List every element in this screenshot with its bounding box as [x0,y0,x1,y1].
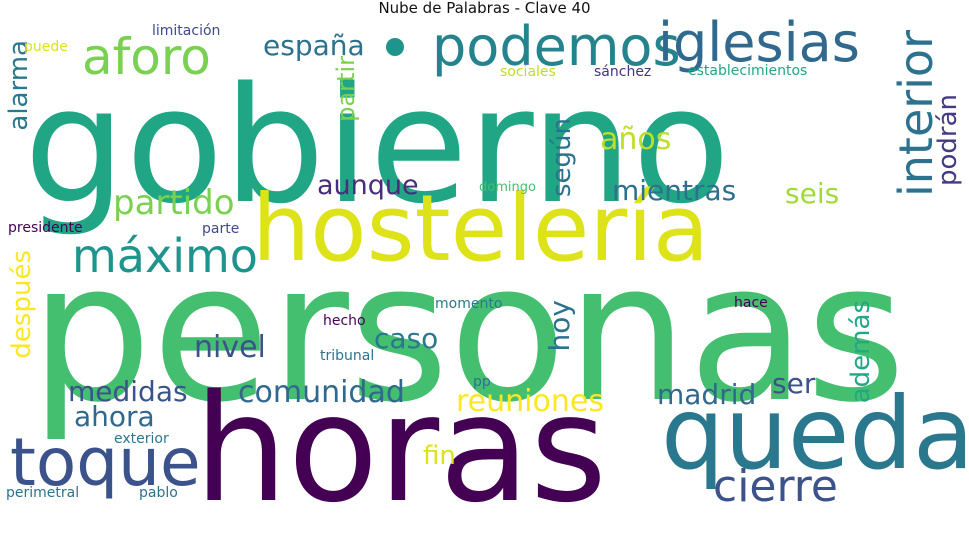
word-ademas: además [846,300,876,404]
word-hecho: hecho [323,313,366,329]
page-title: Nube de Palabras - Clave 40 [378,0,591,17]
word-seis: seis [785,177,840,210]
word-limitacion: limitación [152,23,221,39]
word-reuniones: reuniones [456,384,604,419]
word-hosteleria: hostelería [252,175,710,282]
word-perimetral: perimetral [6,485,80,501]
dot-mark [386,38,404,56]
word-maximo: máximo [72,229,258,283]
word-aforo: aforo [82,28,211,86]
word-podemos: podemos [432,15,681,78]
word-aunque: aunque [317,170,419,201]
word-presidente: presidente [8,220,83,236]
word-hoy: hoy [543,300,576,352]
word-nivel: nivel [194,330,266,365]
word-caso: caso [374,322,439,355]
word-domingo: domingo [479,180,536,195]
word-parte: parte [202,221,240,237]
word-pablo: pablo [139,485,178,501]
word-comunidad: comunidad [238,375,405,410]
word-hace: hace [734,295,768,311]
word-tribunal: tribunal [320,348,375,364]
word-medidas: medidas [68,375,188,408]
word-segun: según [547,118,577,198]
word-exterior: exterior [114,431,169,447]
word-pp: pp [473,374,491,390]
word-partido: partido [113,183,235,223]
word-despues: después [7,250,37,359]
word-puede: puede [24,39,68,55]
word-cloud: personas gobierno horas hostelería queda… [4,11,969,524]
word-horas: horas [194,363,607,535]
word-sociales: sociales [500,64,556,80]
word-sanchez: sánchez [594,64,652,80]
word-gobierno: gobierno [24,52,731,239]
word-iglesias: iglesias [658,11,860,74]
word-partir: partir [332,56,360,122]
word-madrid: madrid [657,378,757,411]
word-queda: queda [661,375,969,492]
word-personas: personas [30,222,906,445]
word-ahora: ahora [74,400,155,433]
word-mientras: mientras [612,174,737,207]
word-establecimientos: establecimientos [688,63,808,79]
word-momento: momento [435,296,503,312]
word-cierre: cierre [713,461,838,512]
word-espana: españa [263,29,365,62]
word-podran: podrán [933,94,963,187]
word-toque: toque [10,424,201,501]
word-anos: años [600,122,672,157]
word-fin: fin [423,441,456,471]
word-ser: ser [772,367,816,400]
